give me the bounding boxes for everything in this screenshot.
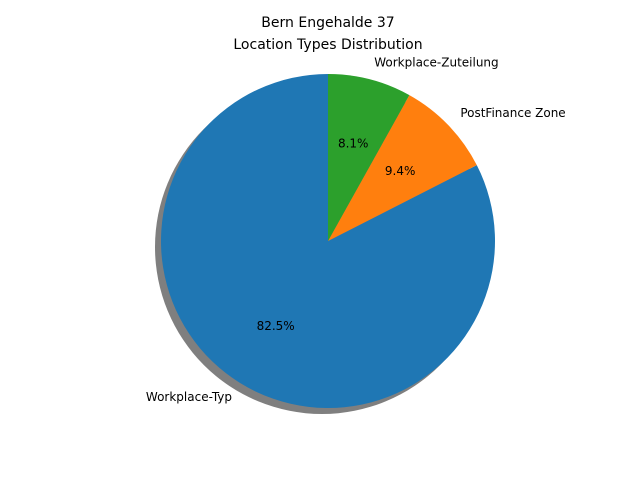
slice-label: Workplace-Zuteilung: [374, 56, 498, 70]
pie-slice-workplace-zuteilung: [328, 74, 410, 241]
pie-slice-postfinance-zone: [328, 95, 477, 242]
pie-slice-workplace-typ: [161, 74, 496, 409]
slice-percent-label: 82.5%: [257, 319, 295, 333]
slice-label: Workplace-Typ: [146, 390, 232, 404]
slice-percent-label: 9.4%: [385, 164, 416, 178]
chart-title-line-2: Location Types Distribution: [233, 37, 422, 53]
slice-label: PostFinance Zone: [460, 106, 565, 120]
slice-percent-label: 8.1%: [338, 137, 369, 151]
pie-labels: Workplace-Typ 82.5% PostFinance Zone 9.4% Wo…: [146, 56, 566, 404]
pie-slices: [161, 74, 496, 409]
chart-title-line-1: Bern Engehalde 37: [261, 15, 394, 31]
